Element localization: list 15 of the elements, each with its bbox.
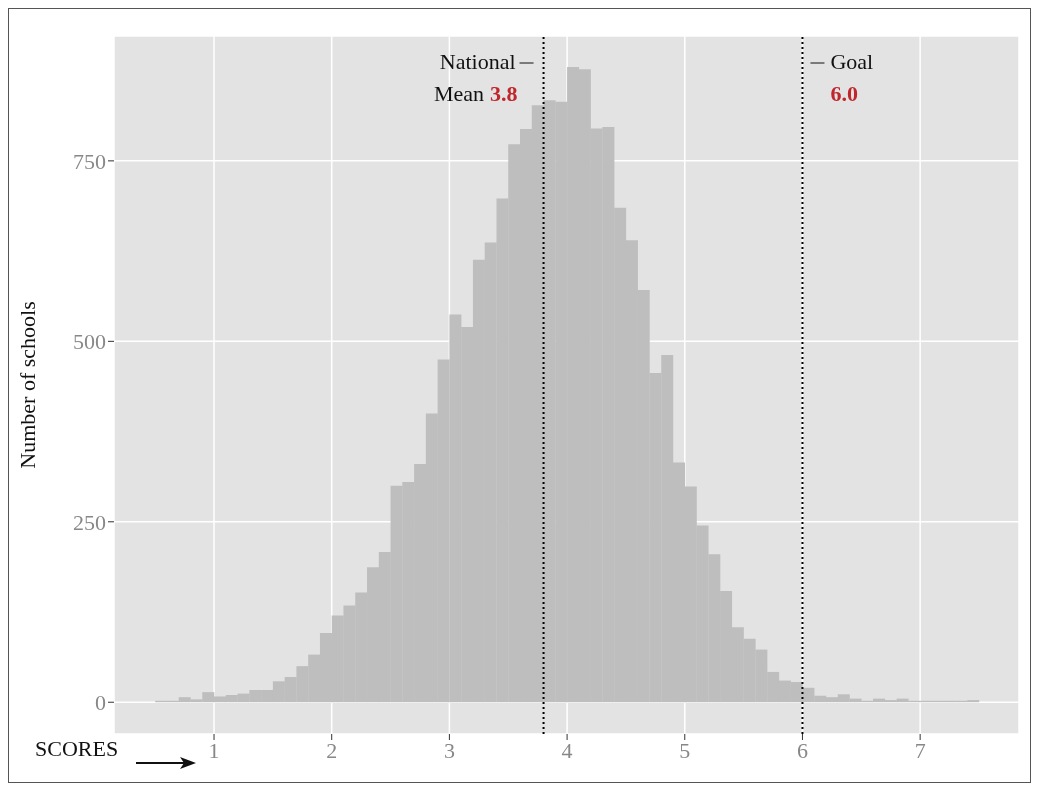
x-tick-label: 4 — [561, 737, 573, 763]
ref-line-label: Goal 6.0 — [830, 49, 874, 106]
x-tick-label: 2 — [326, 737, 338, 763]
ref-line-label: National Mean 3.8 — [433, 49, 518, 106]
x-tick-label: 7 — [914, 737, 926, 763]
x-tick-label: 1 — [208, 737, 220, 763]
x-tick-label: 3 — [443, 737, 455, 763]
x-tick-label: 6 — [796, 737, 808, 763]
y-tick-label: 750 — [73, 148, 106, 174]
y-tick-label: 250 — [73, 509, 106, 535]
x-tick-label: 5 — [679, 737, 691, 763]
y-tick-label: 0 — [95, 690, 106, 716]
y-axis-title: Number of schools — [14, 301, 40, 469]
y-tick-label: 500 — [73, 329, 106, 355]
x-axis-title: SCORES — [35, 736, 119, 762]
